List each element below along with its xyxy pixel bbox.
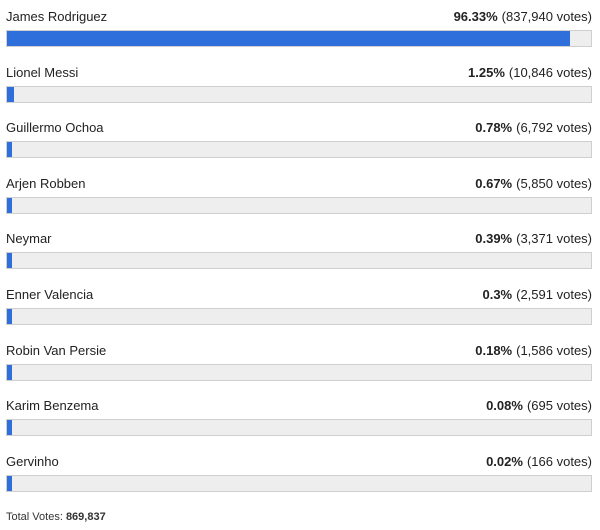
total-votes: Total Votes: 869,837 [6,511,106,523]
progress-bar-track [6,30,592,47]
option-percent: 0.18% [475,342,513,358]
option-percent: 0.67% [475,175,513,191]
option-votes: (695 votes) [526,398,592,414]
progress-bar-fill [7,364,12,380]
poll-option: Karim Benzema 0.08% (695 votes) [6,396,592,452]
option-stats: 0.67% (5,850 votes) [475,174,592,194]
progress-bar-track [6,419,592,437]
poll-option: Enner Valencia 0.3% (2,591 votes) [6,285,592,341]
progress-bar-track [6,474,592,492]
option-votes: (2,591 votes) [516,286,592,302]
option-name: James Rodriguez [6,9,108,24]
option-votes: (6,792 votes) [516,120,592,136]
progress-bar-fill [7,308,12,324]
progress-bar-fill [7,31,570,46]
option-votes: (10,846 votes) [508,64,592,80]
progress-bar-fill [7,253,12,269]
option-name: Enner Valencia [6,286,94,302]
progress-bar-fill [7,86,15,102]
option-name: Arjen Robben [6,175,86,191]
poll-results: James Rodriguez 96.33% (837,940 votes) Li… [6,7,592,507]
progress-bar-fill [7,475,12,491]
option-stats: 0.18% (1,586 votes) [475,341,592,361]
option-stats: 0.78% (6,792 votes) [475,118,592,138]
progress-bar-track [6,141,592,159]
option-stats: 0.08% (695 votes) [486,396,592,416]
option-percent: 0.02% [486,453,523,469]
poll-option: Arjen Robben 0.67% (5,850 votes) [6,174,592,230]
progress-bar-fill [7,420,12,436]
option-stats: 1.25% (10,846 votes) [468,63,592,83]
option-stats: 96.33% (837,940 votes) [454,7,592,27]
option-name: Neymar [6,231,52,247]
option-name: Lionel Messi [6,64,79,80]
progress-bar-track [6,85,592,103]
option-stats: 0.3% (2,591 votes) [482,285,592,305]
poll-option: Lionel Messi 1.25% (10,846 votes) [6,63,592,119]
poll-option: Guillermo Ochoa 0.78% (6,792 votes) [6,118,592,174]
total-votes-value: 869,837 [65,511,106,523]
poll-option: Gervinho 0.02% (166 votes) [6,452,592,508]
option-stats: 0.39% (3,371 votes) [475,229,592,249]
progress-bar-fill [7,197,12,213]
option-name: Karim Benzema [6,398,99,414]
option-votes: (5,850 votes) [516,175,592,191]
option-votes: (837,940 votes) [501,9,592,24]
progress-bar-track [6,363,592,381]
option-votes: (1,586 votes) [516,342,592,358]
option-percent: 0.08% [486,398,523,414]
poll-option: Neymar 0.39% (3,371 votes) [6,229,592,285]
progress-bar-fill [7,142,12,158]
progress-bar-track [6,252,592,270]
option-percent: 1.25% [468,64,505,80]
progress-bar-track [6,307,592,325]
option-percent: 0.3% [482,286,513,302]
option-percent: 0.39% [475,231,513,247]
option-stats: 0.02% (166 votes) [486,452,592,472]
progress-bar-track [6,196,592,214]
poll-option: Robin Van Persie 0.18% (1,586 votes) [6,341,592,397]
option-percent: 0.78% [475,120,513,136]
option-name: Guillermo Ochoa [6,120,104,136]
poll-option: James Rodriguez 96.33% (837,940 votes) [6,7,592,63]
option-votes: (3,371 votes) [516,231,592,247]
option-votes: (166 votes) [526,453,592,469]
option-percent: 96.33% [453,9,498,24]
option-name: Gervinho [6,453,59,469]
total-votes-label: Total Votes: [6,511,63,523]
option-name: Robin Van Persie [6,342,107,358]
